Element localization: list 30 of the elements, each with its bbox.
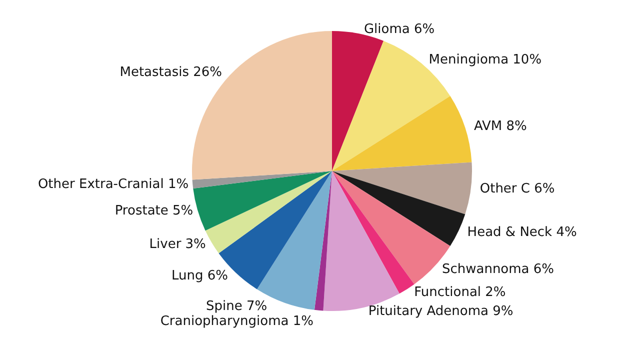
data-label: 8% (506, 119, 527, 134)
data-label: 7% (246, 298, 268, 314)
slice-label: Liver (149, 236, 182, 252)
slice-label: AVM (474, 119, 502, 134)
data-label: 2% (485, 285, 506, 300)
data-label: 5% (172, 204, 194, 219)
slice-label: Meningioma (428, 52, 509, 68)
slice-label: Craniopharyngioma (160, 314, 289, 329)
slice-label: Prostate (114, 204, 168, 219)
slice-label: Functional (414, 285, 482, 300)
data-label: 10% (512, 52, 542, 68)
data-label: 26% (193, 64, 222, 80)
data-label: 3% (185, 236, 206, 252)
slice-label: Schwannoma (442, 262, 530, 278)
data-label: 6% (414, 22, 435, 38)
data-label: 6% (207, 268, 228, 284)
data-label: 1% (292, 314, 314, 329)
slice-label: Spine (206, 298, 242, 314)
slice-label: Metastasis (120, 64, 190, 80)
data-label: 9% (492, 304, 514, 320)
data-label: 6% (534, 182, 555, 197)
slice-label: Lung (172, 268, 204, 284)
data-label: 1% (168, 177, 189, 192)
slice-label: Pituitary Adenoma (368, 304, 489, 320)
data-label: 4% (556, 224, 577, 240)
data-label: 6% (533, 262, 554, 278)
slice-label: Head & Neck (467, 224, 553, 240)
slice-label: Other C (480, 182, 530, 197)
slice-label: Other Extra-Cranial (38, 177, 164, 192)
slice-label: Glioma (364, 22, 410, 38)
